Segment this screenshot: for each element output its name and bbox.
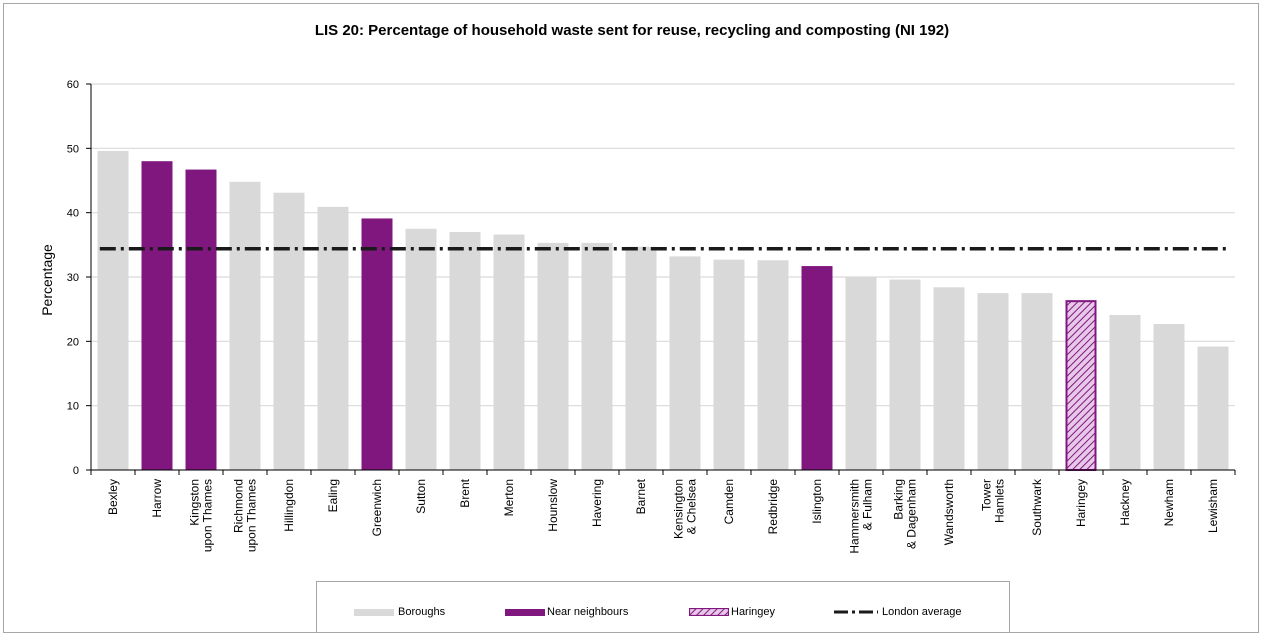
bar-hammersmith-fulham xyxy=(845,277,877,470)
x-tick-label: Barking xyxy=(892,479,906,520)
legend-swatch-near-neighbours xyxy=(505,608,545,616)
legend-label-haringey: Haringey xyxy=(731,606,776,618)
bar-havering xyxy=(581,242,613,470)
legend: Boroughs Near neighbours Haringey London… xyxy=(316,581,1010,633)
x-tick-label: Haringey xyxy=(1074,479,1088,527)
legend-swatch-haringey xyxy=(689,608,729,616)
legend-item-haringey: Haringey xyxy=(689,606,775,618)
x-tick-label: Hillingdon xyxy=(282,479,296,532)
x-tick-label: & Chelsea xyxy=(685,479,699,535)
x-tick-label: Richmond xyxy=(232,479,246,533)
x-tick-label: Camden xyxy=(722,479,736,524)
chart-title: LIS 20: Percentage of household waste se… xyxy=(314,22,950,39)
x-tick-label: Ealing xyxy=(326,479,340,512)
bar-kingston-upon-thames xyxy=(185,169,217,470)
bar-greenwich xyxy=(361,218,393,470)
x-tick-label: Redbridge xyxy=(766,479,780,535)
bar-hackney xyxy=(1109,314,1141,470)
bar-kensington-chelsea xyxy=(669,256,701,470)
bar-islington xyxy=(801,266,833,470)
y-tick-label: 30 xyxy=(67,272,79,284)
x-tick-label: Kensington xyxy=(672,479,686,539)
x-tick-label: Hackney xyxy=(1118,479,1132,526)
legend-item-london-average: London average xyxy=(834,606,962,618)
x-tick-label: Havering xyxy=(590,479,604,527)
x-tick-label: Southwark xyxy=(1030,478,1044,536)
x-tick-label: Bexley xyxy=(106,479,120,515)
y-tick-label: 60 xyxy=(67,79,79,91)
x-tick-label: upon Thames xyxy=(201,479,215,552)
legend-label-boroughs: Boroughs xyxy=(398,606,446,618)
y-tick-label: 40 xyxy=(67,208,79,220)
legend-swatch-london-average xyxy=(834,610,878,614)
y-tick-label: 50 xyxy=(67,143,79,155)
y-axis-label: Percentage xyxy=(39,244,55,316)
x-tick-label: Hammersmith xyxy=(848,479,862,554)
bar-bexley xyxy=(97,150,129,470)
bar-redbridge xyxy=(757,260,789,470)
legend-item-boroughs: Boroughs xyxy=(354,606,445,618)
legend-swatch-boroughs xyxy=(354,608,394,616)
bar-merton xyxy=(493,234,525,470)
y-tick-label: 10 xyxy=(67,401,79,413)
bar-haringey xyxy=(1065,300,1097,471)
bar-sutton xyxy=(405,228,437,470)
x-tick-label: Newham xyxy=(1162,479,1176,526)
bar-richmond-upon-thames xyxy=(229,181,261,470)
x-tick-label: & Fulham xyxy=(861,479,875,530)
legend-label-near-neighbours: Near neighbours xyxy=(547,606,629,618)
x-tick-label: upon Thames xyxy=(245,479,259,552)
legend-label-london-average: London average xyxy=(882,606,962,618)
x-tick-label: Brent xyxy=(458,478,472,507)
x-tick-label: Harrow xyxy=(150,479,164,518)
x-tick-label: Islington xyxy=(810,479,824,524)
bar-lewisham xyxy=(1197,346,1229,470)
bar-southwark xyxy=(1021,293,1053,470)
x-tick-label: Merton xyxy=(502,479,516,516)
bar-brent xyxy=(449,231,481,470)
bar-barking-dagenham xyxy=(889,279,921,470)
legend-item-near-neighbours: Near neighbours xyxy=(505,606,628,618)
x-tick-label: Greenwich xyxy=(370,479,384,536)
bar-hillingdon xyxy=(273,192,305,470)
bar-ealing xyxy=(317,206,349,471)
bar-tower-hamlets xyxy=(977,293,1009,470)
x-tick-label: Barnet xyxy=(634,478,648,514)
y-tick-label: 20 xyxy=(67,336,79,348)
bar-newham xyxy=(1153,323,1185,470)
x-tick-label: Lewisham xyxy=(1206,479,1220,533)
x-tick-label: Sutton xyxy=(414,479,428,514)
x-tick-label: Tower xyxy=(980,479,994,511)
x-tick-label: Hamlets xyxy=(993,479,1007,523)
bar-hounslow xyxy=(537,242,569,470)
x-tick-label: & Dagenham xyxy=(905,479,919,549)
bar-barnet xyxy=(625,246,657,470)
x-tick-label: Wandsworth xyxy=(942,479,956,545)
x-tick-label: Kingston xyxy=(188,479,202,526)
y-tick-label: 0 xyxy=(73,465,79,477)
x-tick-label: Hounslow xyxy=(546,479,560,532)
bar-camden xyxy=(713,259,745,470)
bar-harrow xyxy=(141,161,173,470)
bar-wandsworth xyxy=(933,287,965,470)
